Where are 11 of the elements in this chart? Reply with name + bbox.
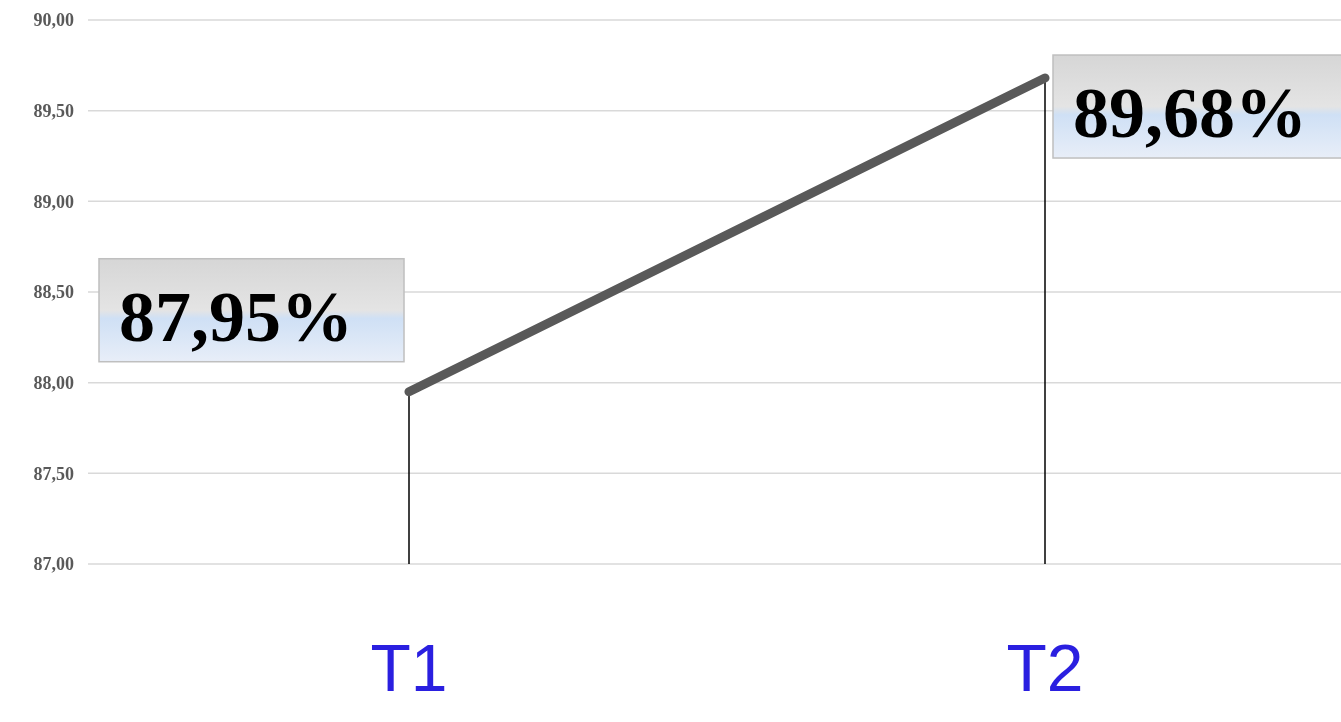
y-tick-label: 89,50: [33, 100, 74, 121]
y-tick-label: 88,50: [33, 282, 74, 303]
y-tick-label: 90,00: [33, 10, 74, 31]
y-tick-label: 87,50: [33, 463, 74, 484]
y-tick-label: 89,00: [33, 191, 74, 212]
data-label: 87,95%: [119, 276, 353, 357]
x-tick-label: T1: [370, 630, 448, 705]
y-tick-label: 87,00: [33, 554, 74, 575]
y-tick-label: 88,00: [33, 372, 74, 393]
data-label: 89,68%: [1073, 73, 1307, 154]
x-tick-label: T2: [1006, 630, 1084, 705]
